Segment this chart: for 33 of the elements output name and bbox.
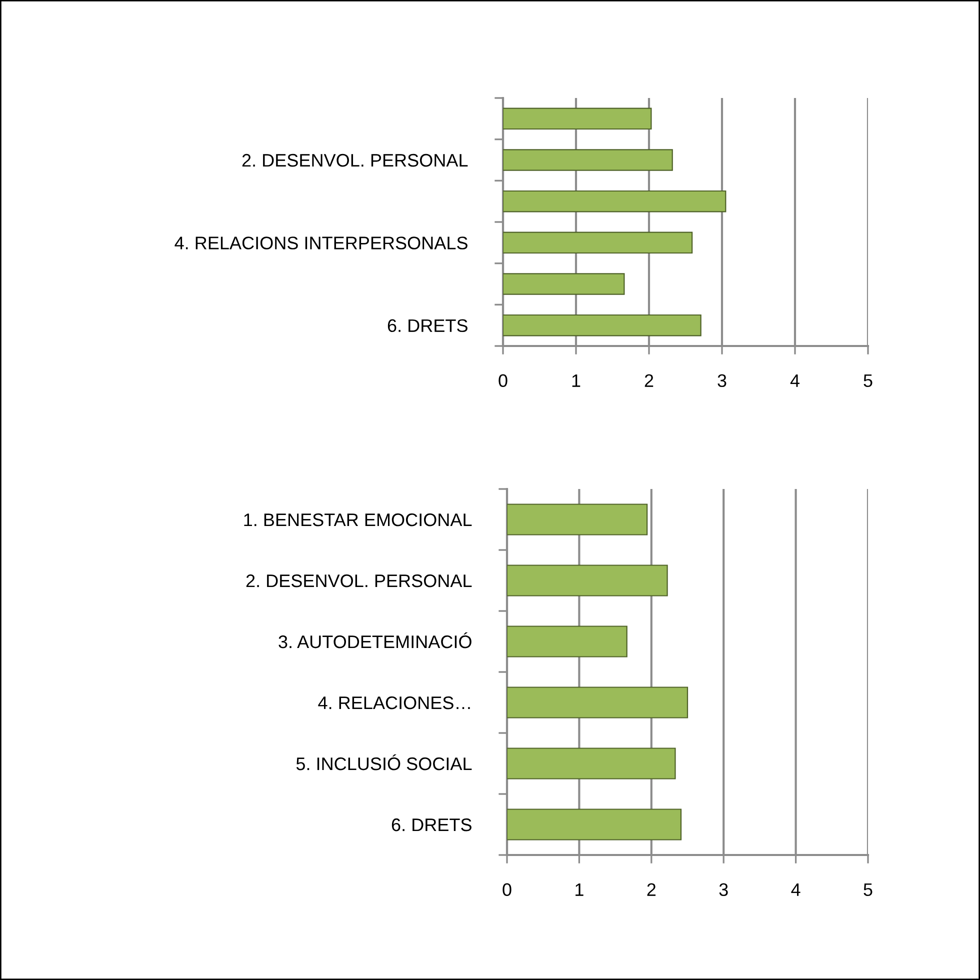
x-tick-label: 4 <box>791 883 800 896</box>
bar <box>507 564 668 596</box>
y-tick-label: 6. DRETS <box>388 319 468 332</box>
y-tick-label: 1. BENESTAR EMOCIONAL <box>244 513 472 526</box>
x-tick-label: 2 <box>647 883 656 896</box>
y-tick-label: 3. AUTODETEMINACIÓ <box>278 632 472 648</box>
y-tick-label: 2. DESENVOL. PERSONAL <box>246 574 472 588</box>
bar <box>503 273 625 295</box>
y-tick-label: 2. DESENVOL. PERSONAL <box>242 154 468 167</box>
x-tick-label: 5 <box>864 374 872 388</box>
x-tick-label: 4 <box>790 374 800 387</box>
bar <box>503 314 702 336</box>
x-tick-label: 1 <box>576 883 584 896</box>
y-tick-label: 4. RELACIONES… <box>318 696 470 710</box>
x-tick-label: 0 <box>502 883 512 896</box>
y-tick-label: 5. INCLUSIÓ SOCIAL <box>296 754 472 770</box>
x-tick-label: 0 <box>498 374 508 388</box>
y-tick-label: 4. RELACIONS INTERPERSONALS <box>174 236 468 250</box>
bar <box>507 748 676 780</box>
bar <box>503 108 652 130</box>
bar <box>503 190 726 212</box>
bar <box>507 686 688 718</box>
x-tick-label: 1 <box>572 374 580 387</box>
x-tick-label: 5 <box>864 883 872 896</box>
bar <box>503 149 673 171</box>
x-tick-label: 2 <box>644 374 654 387</box>
y-tick-label: 6. DRETS <box>392 818 472 832</box>
bar <box>507 808 682 840</box>
x-tick-label: 3 <box>718 374 726 388</box>
bar <box>507 504 648 536</box>
x-tick-label: 3 <box>719 883 728 896</box>
bar <box>503 232 693 254</box>
bar <box>507 626 628 658</box>
